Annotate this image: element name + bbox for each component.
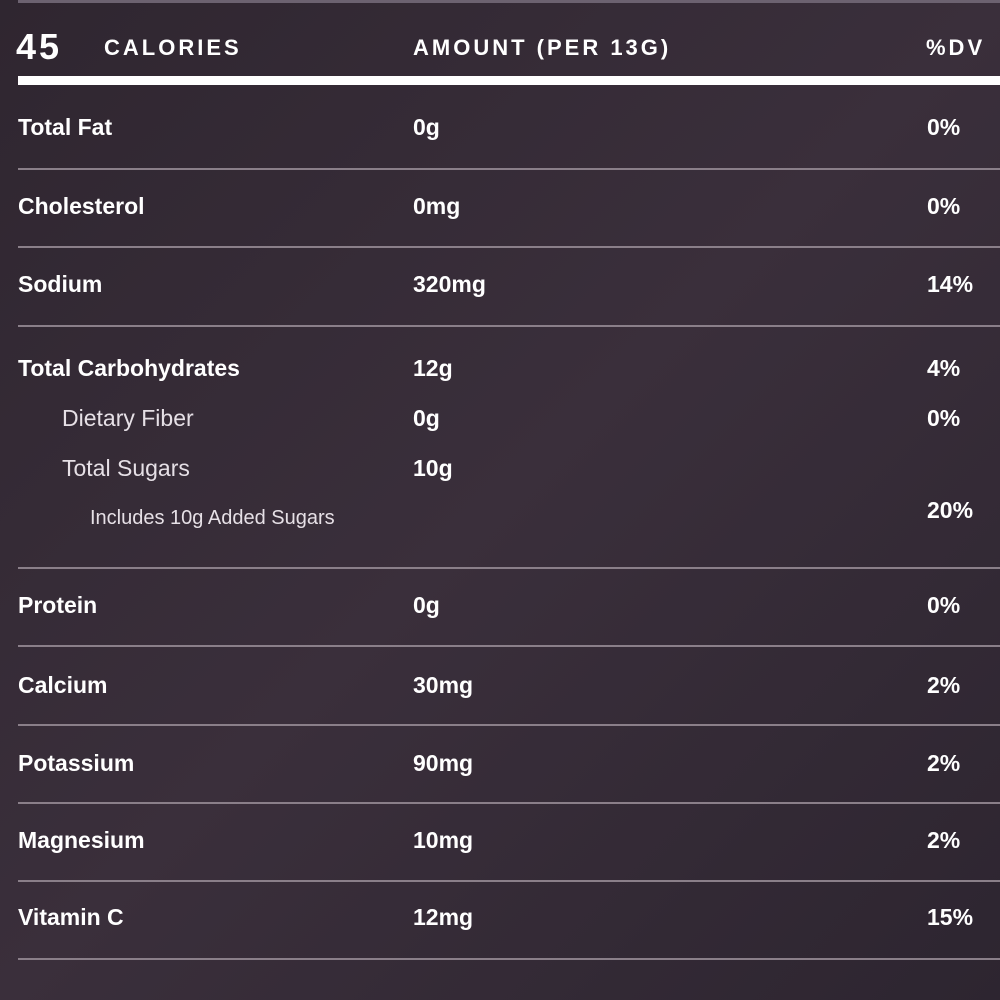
nutrient-name: Magnesium (18, 827, 145, 853)
nutrient-dv: 14% (927, 271, 974, 297)
nutrient-amount: 12mg (413, 904, 474, 930)
row-divider (18, 246, 1000, 248)
nutrient-dv: 2% (927, 827, 961, 853)
nutrient-name: Includes 10g Added Sugars (90, 507, 335, 529)
nutrient-dv: 0% (927, 592, 961, 618)
row-divider (18, 645, 1000, 647)
row-divider (18, 325, 1000, 327)
nutrient-amount: 90mg (413, 750, 474, 776)
nutrient-name: Sodium (18, 271, 103, 297)
amount-header: AMOUNT (PER 13G) (413, 35, 672, 60)
nutrient-dv: 2% (927, 672, 961, 698)
nutrient-dv: 0% (927, 193, 961, 219)
nutrient-amount: 0g (413, 592, 440, 618)
nutrient-dv: 4% (927, 355, 961, 381)
nutrient-dv: 2% (927, 750, 961, 776)
nutrient-amount: 10g (413, 455, 453, 481)
row-divider (18, 168, 1000, 170)
nutrient-dv: 0% (927, 405, 961, 431)
nutrient-amount: 0g (413, 405, 440, 431)
nutrient-name: Cholesterol (18, 193, 145, 219)
nutrient-amount: 10mg (413, 827, 474, 853)
calories-label: CALORIES (104, 35, 242, 60)
nutrient-name: Dietary Fiber (62, 405, 194, 431)
top-rule (18, 0, 1000, 3)
nutrient-amount: 320mg (413, 271, 486, 297)
header-rule (18, 76, 1000, 85)
nutrient-dv: 20% (927, 497, 974, 523)
dv-header: %DV (926, 35, 986, 60)
nutrient-dv: 15% (927, 904, 974, 930)
nutrient-name: Potassium (18, 750, 135, 776)
nutrient-amount: 0g (413, 114, 440, 140)
row-divider (18, 958, 1000, 960)
calories-value: 45 (16, 26, 63, 67)
row-divider (18, 724, 1000, 726)
nutrient-name: Protein (18, 592, 98, 618)
nutrient-name: Calcium (18, 672, 108, 698)
row-divider (18, 880, 1000, 882)
row-divider (18, 567, 1000, 569)
nutrient-amount: 30mg (413, 672, 474, 698)
nutrient-name: Total Sugars (62, 455, 190, 481)
nutrient-name: Total Carbohydrates (18, 355, 240, 381)
nutrient-dv: 0% (927, 114, 961, 140)
nutrient-amount: 12g (413, 355, 453, 381)
nutrient-amount: 0mg (413, 193, 461, 219)
nutrient-name: Total Fat (18, 114, 113, 140)
nutrient-name: Vitamin C (18, 904, 124, 930)
row-divider (18, 802, 1000, 804)
